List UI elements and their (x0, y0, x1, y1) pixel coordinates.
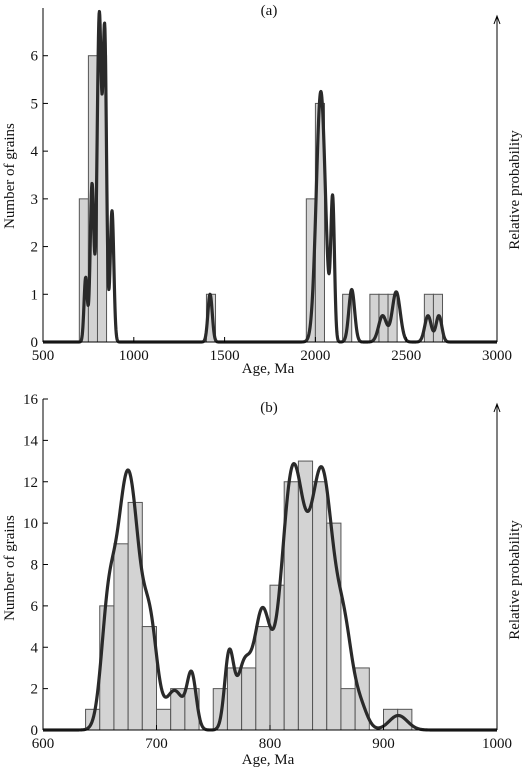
panel-a-bars (78, 55, 444, 343)
panel-a-y-tick-label: 5 (31, 96, 39, 112)
panel-b-y-axis-title: Number of grains (2, 515, 18, 621)
panel-b-bar (127, 501, 143, 731)
panel-a-x-tick-label: 500 (32, 348, 55, 364)
panel-b-y-tick-label: 16 (23, 392, 39, 408)
panel-a-y-tick-label: 0 (31, 335, 39, 351)
panel-b-x-tick-label: 600 (32, 736, 55, 752)
panel-b-y-tick-label: 10 (23, 516, 38, 532)
panel-a: (a) Number of grains Relative probabilit… (2, 3, 523, 377)
panel-b-right-axis-arrow (493, 402, 501, 413)
panel-b-probability-curve (41, 462, 499, 732)
panel-a-title: (a) (261, 3, 278, 19)
panel-a-y-tick-label: 3 (31, 192, 39, 208)
panel-a-x-tick-label: 1000 (119, 348, 149, 364)
panel-a-probability-curve (41, 9, 499, 344)
panel-b-bar (312, 481, 328, 731)
panel-b-x-tick-label: 700 (145, 736, 168, 752)
panel-b-bar (113, 543, 129, 731)
panel-a-x-axis-title: Age, Ma (242, 361, 295, 377)
panel-b-bar (99, 605, 115, 731)
panel-a-y-tick-label: 1 (31, 287, 39, 303)
panel-a-x-tick-label: 3000 (482, 348, 512, 364)
panel-b-bar (340, 688, 356, 731)
panel-a-y-tick-label: 4 (31, 144, 39, 160)
panel-b-title: (b) (260, 400, 278, 416)
panel-a-x-tick-label: 2000 (300, 348, 330, 364)
panel-b-bar (241, 667, 257, 731)
panel-b-bar (255, 626, 271, 731)
panel-b-right-axis-title: Relative probability (507, 520, 523, 640)
panel-a-x-tick-label: 2500 (391, 348, 421, 364)
panel-b-y-tick-label: 12 (23, 475, 38, 491)
panel-b-y-tick-label: 0 (31, 723, 39, 739)
panel-a-x-tick-label: 1500 (210, 348, 240, 364)
panel-b-x-tick-label: 900 (372, 736, 395, 752)
panel-b-y-tick-label: 8 (31, 558, 39, 574)
panel-b-x-tick-label: 800 (259, 736, 282, 752)
panel-b-bar (226, 667, 243, 731)
panel-b-y-tick-label: 2 (31, 682, 39, 698)
panel-a-y-tick-label: 6 (31, 49, 39, 65)
panel-b-bar (156, 708, 172, 731)
panel-a-y-axis-title: Number of grains (2, 123, 18, 229)
panel-b-y-tick-label: 6 (31, 599, 39, 615)
panel-a-right-axis-arrow (493, 14, 501, 25)
panel-b-y-tick-label: 14 (23, 433, 39, 449)
panel-b-x-axis-title: Age, Ma (242, 752, 295, 768)
panel-b-y-tick-label: 4 (31, 640, 39, 656)
panel-b-x-tick-label: 1000 (482, 736, 512, 752)
panel-a-right-axis-title: Relative probability (507, 130, 523, 250)
panel-b: (b) Number of grains Relative probabilit… (2, 392, 523, 768)
panel-a-y-tick-label: 2 (31, 240, 39, 256)
